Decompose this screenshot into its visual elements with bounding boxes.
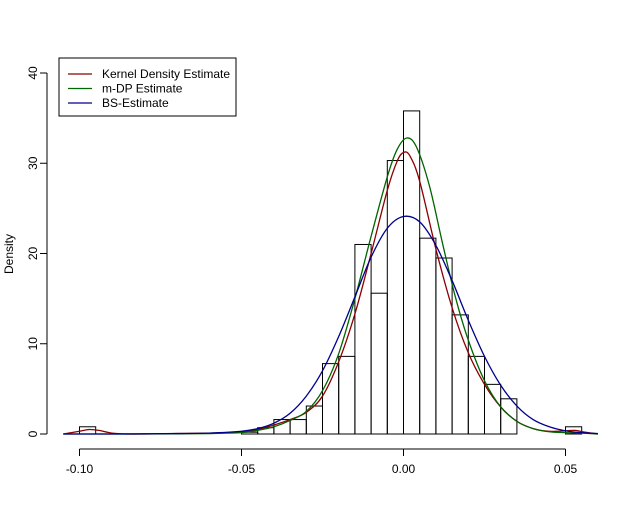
histogram-bar	[386, 160, 404, 435]
histogram-bar	[484, 383, 502, 435]
y-tick-label: 30	[26, 156, 40, 170]
histogram-bar	[419, 237, 437, 435]
legend-label: Kernel Density Estimate	[102, 67, 230, 81]
histogram-bars	[79, 110, 583, 435]
histogram-bar	[467, 355, 485, 435]
series-line-0	[63, 151, 598, 435]
y-tick-label: 10	[26, 337, 40, 351]
y-axis-title: Density	[2, 234, 16, 274]
histogram-bar	[370, 292, 388, 435]
y-tick-label: 0	[26, 430, 40, 437]
series-line-2	[63, 215, 598, 435]
x-tick-label: 0.05	[554, 462, 578, 476]
y-tick-label: 40	[26, 66, 40, 80]
x-tick-label: -0.05	[228, 462, 256, 476]
y-tick-label: 20	[26, 247, 40, 261]
histogram-bar	[289, 419, 307, 435]
x-tick-label: -0.10	[66, 462, 94, 476]
histogram-bar	[338, 355, 356, 435]
x-tick-label: 0.00	[392, 462, 416, 476]
density-curves	[63, 137, 598, 435]
y-axis-ticks: 0 10 20 30 40	[26, 66, 47, 437]
series-line-1	[63, 137, 598, 435]
legend-label: m-DP Estimate	[102, 82, 183, 96]
legend-label: BS-Estimate	[102, 96, 169, 110]
histogram-bar	[500, 398, 518, 435]
legend-box	[58, 57, 237, 117]
axes: -0.10 -0.05 0.00 0.05 0 10 20 30 40	[26, 66, 578, 476]
histogram-bar	[435, 257, 453, 435]
histogram-bar	[354, 243, 372, 435]
x-axis-ticks: -0.10 -0.05 0.00 0.05	[66, 449, 578, 476]
